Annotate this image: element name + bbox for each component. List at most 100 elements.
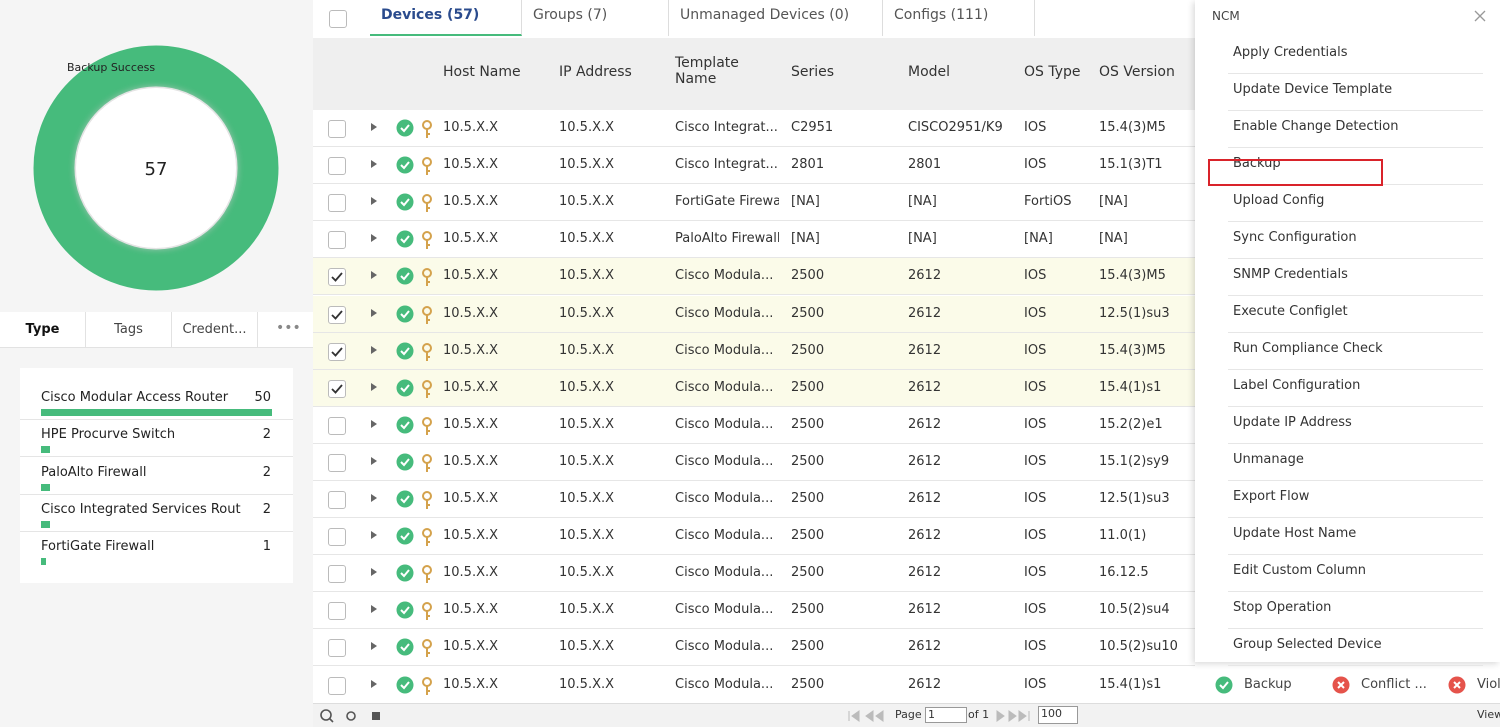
menu-item[interactable]: Sync Configuration — [1233, 230, 1357, 245]
menu-item[interactable]: Apply Credentials — [1233, 45, 1348, 60]
expand-arrow[interactable] — [371, 420, 377, 428]
table-cell: [NA] — [791, 231, 901, 246]
side-tab[interactable]: Credent... — [172, 312, 258, 347]
menu-item[interactable]: Label Configuration — [1233, 378, 1360, 393]
table-row[interactable]: 10.5.X.X10.5.X.XCisco Modula...25002612I… — [313, 333, 1195, 370]
type-name[interactable]: Cisco Integrated Services Router ... — [41, 502, 241, 517]
table-row[interactable]: 10.5.X.X10.5.X.XCisco Modula...25002612I… — [313, 629, 1195, 666]
row-checkbox[interactable] — [328, 677, 346, 695]
table-cell: 2612 — [908, 380, 1018, 395]
type-name[interactable]: Cisco Modular Access Router — [41, 390, 241, 405]
expand-arrow[interactable] — [371, 642, 377, 650]
menu-item[interactable]: Group Selected Device — [1233, 637, 1382, 652]
table-row[interactable]: 10.5.X.X10.5.X.XCisco Modula...25002612I… — [313, 518, 1195, 555]
row-checkbox[interactable] — [328, 231, 346, 249]
view-label[interactable]: View — [1477, 708, 1500, 721]
row-checkbox[interactable] — [328, 268, 346, 286]
side-tab[interactable]: Tags — [86, 312, 172, 347]
table-row[interactable]: 10.5.X.X10.5.X.XCisco Integrat...2801280… — [313, 147, 1195, 184]
tab[interactable]: Groups (7) — [522, 0, 669, 36]
column-header[interactable]: Template Name — [675, 55, 745, 87]
table-row[interactable]: 10.5.X.X10.5.X.XCisco Modula...25002612I… — [313, 370, 1195, 407]
column-header[interactable]: Host Name — [443, 64, 553, 80]
row-checkbox[interactable] — [328, 120, 346, 138]
menu-item[interactable]: Upload Config — [1233, 193, 1324, 208]
menu-item[interactable]: Unmanage — [1233, 452, 1304, 467]
expand-arrow[interactable] — [371, 457, 377, 465]
status-icons — [396, 342, 436, 366]
expand-arrow[interactable] — [371, 605, 377, 613]
expand-arrow[interactable] — [371, 309, 377, 317]
menu-item[interactable]: Export Flow — [1233, 489, 1309, 504]
table-cell: Cisco Modula... — [675, 491, 779, 506]
row-checkbox[interactable] — [328, 157, 346, 175]
menu-item[interactable]: Update Host Name — [1233, 526, 1356, 541]
table-row[interactable]: 10.5.X.X10.5.X.XCisco Modula...25002612I… — [313, 481, 1195, 518]
column-header[interactable]: Series — [791, 64, 901, 80]
expand-arrow[interactable] — [371, 680, 377, 688]
expand-arrow[interactable] — [371, 197, 377, 205]
menu-item[interactable]: SNMP Credentials — [1233, 267, 1348, 282]
side-tab[interactable]: Type — [0, 312, 86, 347]
expand-arrow[interactable] — [371, 160, 377, 168]
per-page-select[interactable]: 100 — [1038, 706, 1078, 724]
row-checkbox[interactable] — [328, 194, 346, 212]
row-checkbox[interactable] — [328, 417, 346, 435]
footer-icons[interactable] — [318, 707, 388, 725]
row-checkbox[interactable] — [328, 343, 346, 361]
table-row[interactable]: 10.5.X.X10.5.X.XFortiGate Firewal[NA][NA… — [313, 184, 1195, 221]
tab[interactable]: Unmanaged Devices (0) — [669, 0, 883, 36]
table-row[interactable]: 10.5.X.X10.5.X.XPaloAlto Firewall ([NA][… — [313, 221, 1195, 258]
table-row[interactable]: 10.5.X.X10.5.X.XCisco Modula...25002612I… — [313, 444, 1195, 481]
column-header[interactable]: OS Version — [1099, 64, 1209, 80]
menu-item[interactable]: Update IP Address — [1233, 415, 1352, 430]
expand-arrow[interactable] — [371, 271, 377, 279]
expand-arrow[interactable] — [371, 494, 377, 502]
table-row[interactable]: 10.5.X.X10.5.X.XCisco Modula...25002612I… — [313, 592, 1195, 629]
table-cell: 10.5.X.X — [559, 194, 669, 209]
menu-item[interactable]: Execute Configlet — [1233, 304, 1348, 319]
row-checkbox[interactable] — [328, 491, 346, 509]
table-row[interactable]: 10.5.X.X10.5.X.XCisco Integrat...C2951CI… — [313, 110, 1195, 147]
column-header[interactable]: Model — [908, 64, 1018, 80]
expand-arrow[interactable] — [371, 568, 377, 576]
type-name[interactable]: HPE Procurve Switch — [41, 427, 241, 442]
table-row[interactable]: 10.5.X.X10.5.X.XCisco Modula...25002612I… — [313, 667, 1195, 704]
more-icon[interactable]: ••• — [276, 320, 301, 336]
table-row[interactable]: 10.5.X.X10.5.X.XCisco Modula...25002612I… — [313, 296, 1195, 333]
expand-arrow[interactable] — [371, 123, 377, 131]
prev-buttons[interactable] — [847, 709, 889, 723]
menu-item[interactable]: Enable Change Detection — [1233, 119, 1398, 134]
menu-item[interactable]: Run Compliance Check — [1233, 341, 1383, 356]
table-row[interactable]: 10.5.X.X10.5.X.XCisco Modula...25002612I… — [313, 407, 1195, 444]
row-checkbox[interactable] — [328, 602, 346, 620]
type-name[interactable]: PaloAlto Firewall — [41, 465, 241, 480]
row-checkbox[interactable] — [328, 380, 346, 398]
expand-arrow[interactable] — [371, 531, 377, 539]
next-buttons[interactable] — [993, 709, 1035, 723]
table-cell: 2612 — [908, 417, 1018, 432]
of-label: of 1 — [968, 708, 989, 721]
status-legend: BackupConflict ...Viol — [1195, 668, 1500, 702]
table-row[interactable]: 10.5.X.X10.5.X.XCisco Modula...25002612I… — [313, 258, 1195, 295]
row-checkbox[interactable] — [328, 454, 346, 472]
close-button[interactable] — [1474, 10, 1486, 22]
expand-arrow[interactable] — [371, 234, 377, 242]
row-checkbox[interactable] — [328, 528, 346, 546]
menu-item[interactable]: Update Device Template — [1233, 82, 1392, 97]
select-all-checkbox[interactable] — [329, 10, 347, 28]
menu-item[interactable]: Edit Custom Column — [1233, 563, 1366, 578]
expand-arrow[interactable] — [371, 383, 377, 391]
type-name[interactable]: FortiGate Firewall — [41, 539, 241, 554]
table-row[interactable]: 10.5.X.X10.5.X.XCisco Modula...25002612I… — [313, 555, 1195, 592]
row-checkbox[interactable] — [328, 306, 346, 324]
menu-item[interactable]: Stop Operation — [1233, 600, 1331, 615]
table-cell: 2612 — [908, 565, 1018, 580]
row-checkbox[interactable] — [328, 565, 346, 583]
column-header[interactable]: IP Address — [559, 64, 669, 80]
expand-arrow[interactable] — [371, 346, 377, 354]
tab[interactable]: Devices (57) — [370, 0, 522, 36]
tab[interactable]: Configs (111) — [883, 0, 1035, 36]
page-input[interactable]: 1 — [925, 707, 967, 723]
row-checkbox[interactable] — [328, 639, 346, 657]
